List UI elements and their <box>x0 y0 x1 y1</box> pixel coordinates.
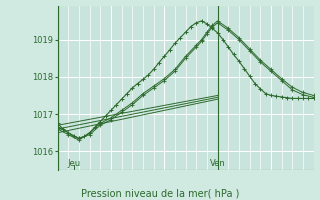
Text: Jeu: Jeu <box>67 159 80 168</box>
Text: Ven: Ven <box>210 159 226 168</box>
Text: Pression niveau de la mer( hPa ): Pression niveau de la mer( hPa ) <box>81 188 239 198</box>
